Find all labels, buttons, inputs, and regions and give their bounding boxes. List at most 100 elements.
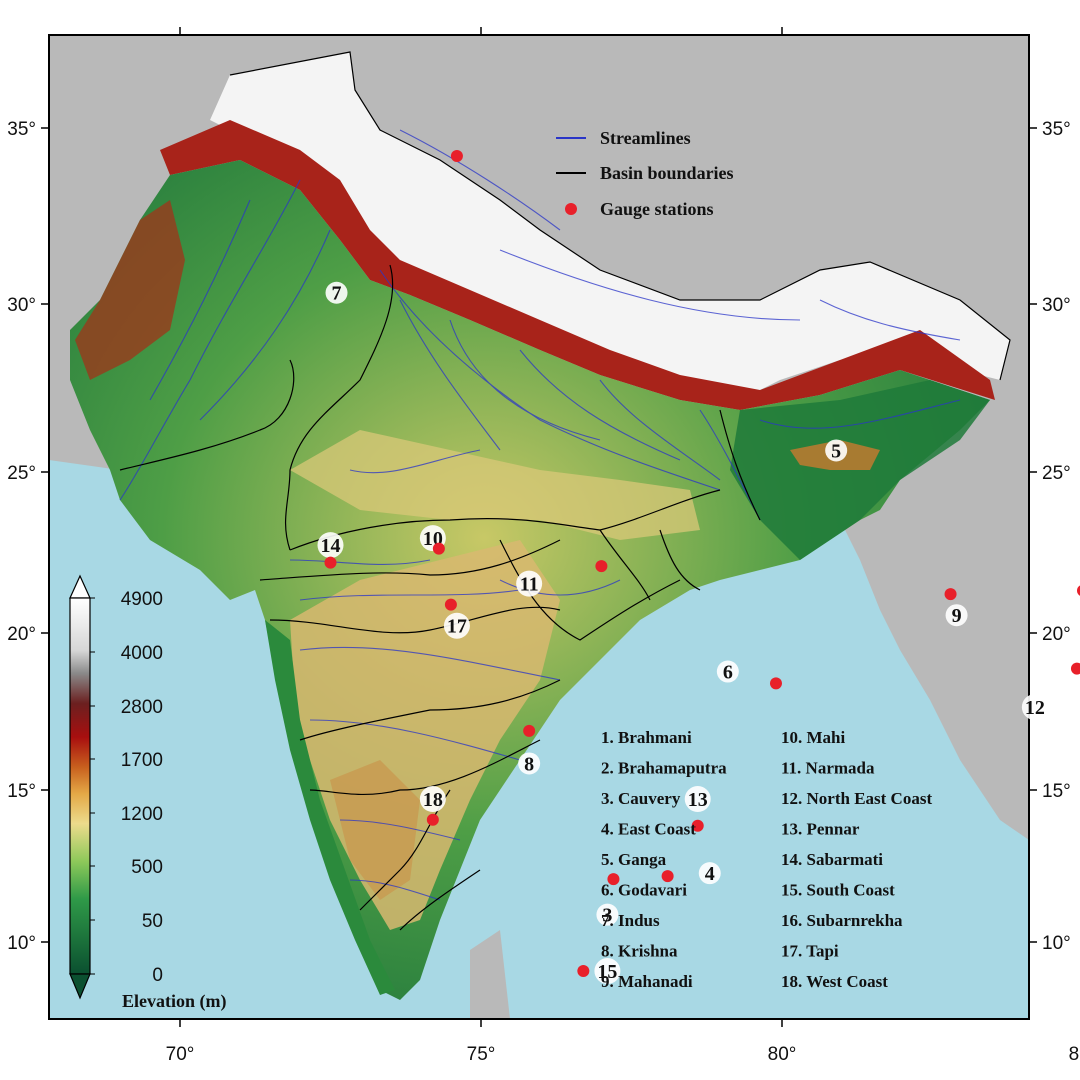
basin-list-item: 16. Subarnrekha xyxy=(781,911,903,930)
basin-list-item: 10. Mahi xyxy=(781,728,846,747)
basin-label-bg xyxy=(419,786,446,813)
colorbar-tick-label: 4000 xyxy=(121,643,163,664)
map-frame xyxy=(48,34,1030,1020)
gauge-station-marker xyxy=(432,542,445,555)
lat-tick-label-left: 35° xyxy=(7,119,36,140)
basin-label-bg xyxy=(516,570,543,597)
basin-list-item: 12. North East Coast xyxy=(781,789,932,808)
basin-list-item: 5. Ganga xyxy=(601,850,667,869)
basin-list-item: 3. Cauvery xyxy=(601,789,681,808)
basin-label-bg xyxy=(325,281,348,304)
colorbar-tick-label: 500 xyxy=(131,857,163,878)
basin-label-bg xyxy=(594,958,621,985)
basin-list-item: 17. Tapi xyxy=(781,942,839,961)
basin-list-item: 9. Mahanadi xyxy=(601,972,693,991)
basin-number-label: 11 xyxy=(520,574,539,596)
lat-tick-label-left: 20° xyxy=(7,624,36,645)
basin-number-label: 15 xyxy=(597,961,617,983)
gauge-station-marker xyxy=(426,813,439,826)
lat-tick-label-right: 30° xyxy=(1042,295,1071,316)
gauge-station-marker xyxy=(450,150,463,163)
colorbar-bar xyxy=(69,597,91,975)
gauge-station-marker xyxy=(324,556,337,569)
western-mountains xyxy=(75,200,185,380)
lat-tick-label-left: 30° xyxy=(7,295,36,316)
colorbar-bottom-arrow xyxy=(69,973,91,1000)
basin-label-bg xyxy=(825,439,848,462)
lat-tick-label-right: 20° xyxy=(1042,624,1071,645)
sri-lanka-land xyxy=(470,930,510,1019)
colorbar-title: Elevation (m) xyxy=(122,991,226,1012)
map-legend: Streamlines Basin boundaries Gauge stati… xyxy=(556,128,734,219)
gauge-station-marker xyxy=(691,819,704,832)
basin-label-bg xyxy=(945,604,968,627)
lat-tick-label-left: 10° xyxy=(7,933,36,954)
himalaya-foothills xyxy=(160,120,995,410)
basin-name-list: 1. Brahmani 2. Brahamaputra 3. Cauvery 4. E… xyxy=(601,728,932,991)
boundary-legend-label: Basin boundaries xyxy=(600,163,734,183)
basin-list-item: 8. Krishna xyxy=(601,942,678,961)
lat-tick-label-right: 15° xyxy=(1042,781,1071,802)
lat-tick-label-left: 25° xyxy=(7,463,36,484)
gauge-station-marker xyxy=(944,588,957,601)
colorbar-tick-label: 1700 xyxy=(121,750,163,771)
basin-list-item: 4. East Coast xyxy=(601,820,696,839)
basin-number-label: 8 xyxy=(524,753,534,775)
lat-tick-label-right: 25° xyxy=(1042,463,1071,484)
lat-tick-label-left: 15° xyxy=(7,781,36,802)
basin-list-item: 2. Brahamaputra xyxy=(601,759,727,778)
basin-number-label: 17 xyxy=(447,616,467,638)
basin-label-bg xyxy=(716,660,739,683)
basin-label-bg xyxy=(1021,694,1048,721)
gauge-station-marker xyxy=(769,677,782,690)
colorbar-tick-label: 2800 xyxy=(121,697,163,718)
basin-label-bg xyxy=(698,862,721,885)
axis-ticks: 70°75°80°85°90°95°35°35°30°30°25°25°20°2… xyxy=(7,27,1080,1065)
basin-label-bg xyxy=(317,532,344,559)
map-frame-content xyxy=(49,35,1029,1019)
basin-list-item: 14. Sabarmati xyxy=(781,850,883,869)
lon-tick-label: 70° xyxy=(166,1044,195,1065)
basin-number-label: 13 xyxy=(688,789,708,811)
lon-tick-label: 85° xyxy=(1069,1044,1080,1065)
gauge-station-marker xyxy=(1070,662,1080,675)
gauge-station-marker xyxy=(444,598,457,611)
basin-number-label: 7 xyxy=(332,283,342,305)
colorbar-tick-label: 0 xyxy=(152,965,163,986)
gauge-legend-swatch xyxy=(565,203,577,215)
basin-label-bg xyxy=(596,903,619,926)
gauge-station-marker xyxy=(607,873,620,886)
himalaya-snow xyxy=(210,52,1010,400)
gauge-stations xyxy=(324,150,1080,978)
basin-number-labels: 123456789101112131415161718 xyxy=(317,281,1048,985)
basin-list-item: 11. Narmada xyxy=(781,759,875,778)
basin-boundaries xyxy=(119,51,1011,931)
gauge-station-marker xyxy=(661,870,674,883)
basin-list-item: 13. Pennar xyxy=(781,820,860,839)
lat-tick-label-right: 35° xyxy=(1042,119,1071,140)
basin-list-item: 15. South Coast xyxy=(781,881,895,900)
colorbar-tick-label: 4900 xyxy=(121,589,163,610)
basin-number-label: 12 xyxy=(1025,697,1045,719)
basin-label-bg xyxy=(443,612,470,639)
gauge-legend-label: Gauge stations xyxy=(600,199,714,219)
streamline-legend-label: Streamlines xyxy=(600,128,691,148)
basin-number-label: 18 xyxy=(423,789,443,811)
basin-label-bg xyxy=(518,752,541,775)
lat-tick-label-right: 10° xyxy=(1042,933,1071,954)
basin-number-label: 4 xyxy=(705,863,715,885)
gauge-station-marker xyxy=(577,965,590,978)
lon-tick-label: 80° xyxy=(768,1044,797,1065)
colorbar-tick-label: 50 xyxy=(142,911,163,932)
lon-tick-label: 75° xyxy=(467,1044,496,1065)
basin-list-item: 1. Brahmani xyxy=(601,728,692,747)
basin-number-label: 5 xyxy=(831,440,841,462)
basin-list-item: 18. West Coast xyxy=(781,972,888,991)
central-highlands xyxy=(290,430,700,540)
gauge-station-marker xyxy=(523,724,536,737)
colorbar-tick-label: 1200 xyxy=(121,804,163,825)
basin-number-label: 3 xyxy=(602,905,612,927)
